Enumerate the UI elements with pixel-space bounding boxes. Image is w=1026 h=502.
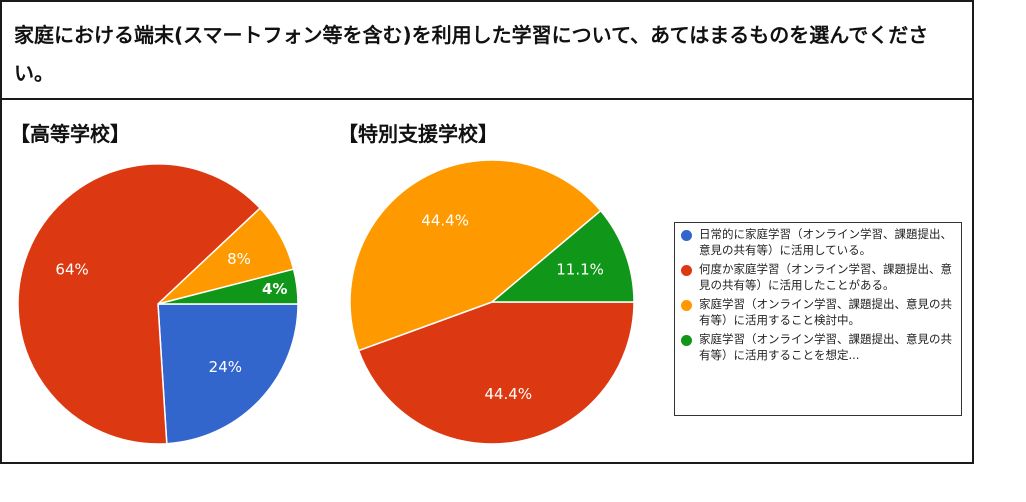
pie-slice-used-several-times — [357, 301, 635, 445]
pie-slice-label: 24% — [209, 358, 242, 376]
pie-slice-under-consideration — [349, 159, 602, 352]
chart-title-special-needs: 【特別支援学校】 — [338, 122, 498, 146]
pie-slice-label: 8% — [227, 250, 251, 268]
question-text: 家庭における端末(スマートフォン等を含む)を利用した学習について、あてはまるもの… — [14, 23, 929, 85]
legend-item: 家庭学習（オンライン学習、課題提出、意見の共有等）に活用すること検討中。 — [681, 297, 955, 328]
question-header: 家庭における端末(スマートフォン等を含む)を利用した学習について、あてはまるもの… — [2, 2, 972, 100]
legend-swatch — [681, 230, 692, 241]
pie-slice-label: 4% — [262, 280, 287, 298]
legend-label: 日常的に家庭学習（オンライン学習、課題提出、意見の共有等）に活用している。 — [699, 227, 952, 257]
pie-slice-daily-use — [157, 303, 299, 445]
pie-slice-label: 44.4% — [484, 385, 532, 403]
legend-label: 家庭学習（オンライン学習、課題提出、意見の共有等）に活用することを想定... — [699, 332, 952, 362]
chart-legend: 日常的に家庭学習（オンライン学習、課題提出、意見の共有等）に活用している。 何度… — [674, 222, 962, 416]
pie-slice-planned-use — [489, 209, 635, 303]
legend-label: 家庭学習（オンライン学習、課題提出、意見の共有等）に活用すること検討中。 — [699, 297, 952, 327]
legend-item: 何度か家庭学習（オンライン学習、課題提出、意見の共有等）に活用したことがある。 — [681, 262, 955, 293]
legend-label: 何度か家庭学習（オンライン学習、課題提出、意見の共有等）に活用したことがある。 — [699, 262, 952, 292]
legend-swatch — [681, 300, 692, 311]
legend-swatch — [681, 335, 692, 346]
pie-slice-used-several-times — [17, 163, 262, 445]
pie-chart-special-needs: 44.4% 44.4% 11.1% — [349, 159, 635, 445]
survey-frame: 家庭における端末(スマートフォン等を含む)を利用した学習について、あてはまるもの… — [0, 0, 974, 464]
pie-chart-high-school: 24% 64% 8% 4% — [17, 163, 299, 445]
chart-title-high-school: 【高等学校】 — [10, 122, 130, 146]
legend-item: 日常的に家庭学習（オンライン学習、課題提出、意見の共有等）に活用している。 — [681, 227, 955, 258]
pie-slice-label: 44.4% — [421, 211, 469, 229]
pie-slice-label: 11.1% — [556, 260, 604, 278]
pie-slice-planned-use — [157, 268, 299, 305]
legend-item: 家庭学習（オンライン学習、課題提出、意見の共有等）に活用することを想定... — [681, 332, 955, 363]
pie-slice-label: 64% — [55, 260, 88, 278]
legend-swatch — [681, 265, 692, 276]
